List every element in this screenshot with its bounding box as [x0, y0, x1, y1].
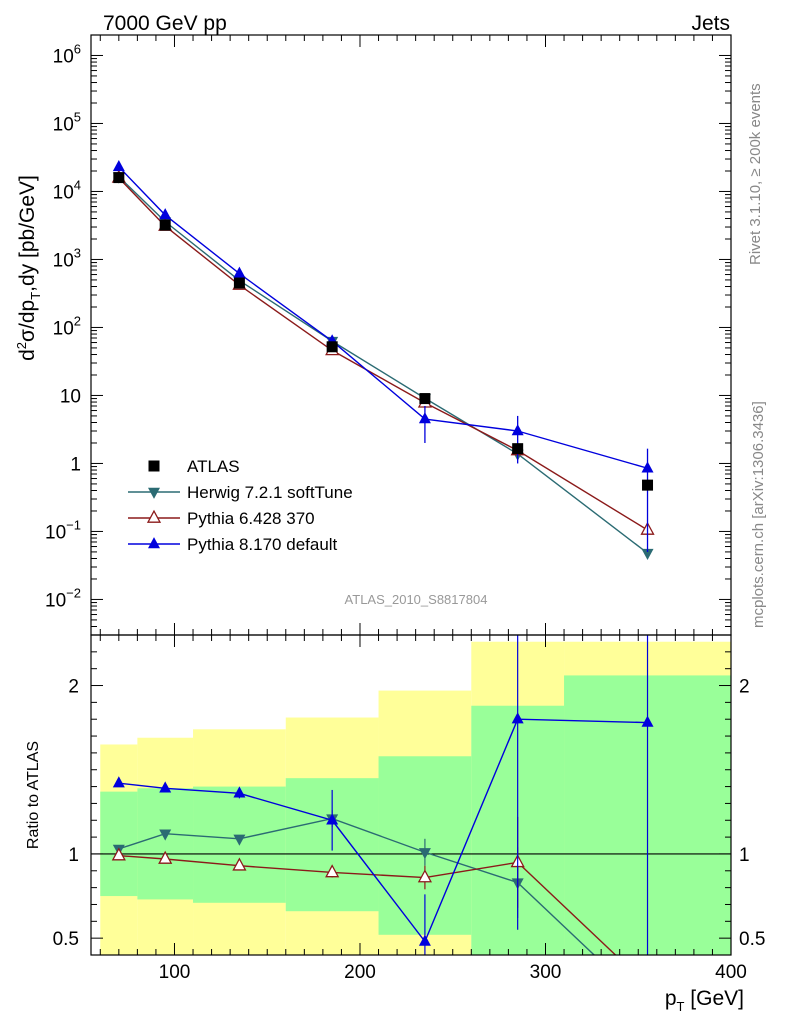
ratio-tick-label-right: 2	[739, 677, 750, 698]
y-tick-label: 103	[53, 245, 81, 271]
data-point	[112, 159, 125, 172]
legend-label: Pythia 8.170 default	[187, 535, 338, 554]
ratio-tick-label-left: 2	[68, 677, 79, 698]
legend-item: Pythia 8.170 default	[128, 535, 338, 554]
inner-band	[137, 788, 194, 900]
ratio-series-clipped	[111, 635, 654, 955]
data-point	[233, 277, 245, 289]
ratio-plot-frame	[90, 634, 732, 956]
data-point	[113, 172, 125, 184]
ratio-axes: 0.5 0.5 1 1 2 2 100 200 300 400	[53, 634, 765, 983]
series-atlas	[113, 172, 654, 491]
ratio-y-axis-title: Ratio to ATLAS	[25, 741, 42, 849]
ratio-point	[233, 786, 246, 798]
ratio-point	[325, 864, 340, 878]
y-tick-label: 106	[53, 41, 81, 67]
legend-marker	[148, 460, 160, 472]
data-point	[418, 412, 431, 424]
ratio-tick-label-left: 1	[68, 845, 79, 866]
ratio-point	[112, 776, 125, 788]
data-point	[512, 443, 524, 455]
legend-item: Pythia 6.428 370	[128, 509, 315, 528]
x-tick-label: 200	[344, 962, 376, 983]
ratio-series-layer	[91, 635, 731, 955]
ratio-point	[111, 847, 126, 861]
legend-item: ATLAS	[148, 457, 240, 476]
y-tick-label: 104	[53, 177, 81, 203]
ratio-tick-label-right: 1	[739, 845, 750, 866]
legend-marker	[148, 487, 160, 499]
legend-item: Herwig 7.2.1 softTune	[128, 483, 353, 502]
data-point	[641, 548, 654, 561]
legend-label: Pythia 6.428 370	[187, 509, 315, 528]
y-tick-label: 1	[70, 454, 81, 475]
y-tick-label: 10−2	[45, 585, 81, 611]
y-tick-label: 105	[53, 109, 81, 135]
analysis-id: ATLAS_2010_S8817804	[345, 592, 488, 607]
header-right: Jets	[691, 12, 730, 35]
inner-band	[100, 791, 138, 897]
data-point	[641, 461, 654, 473]
legend-marker	[146, 509, 162, 523]
main-y-axis-title: d2σ/dpT,dy [pb/GeV]	[14, 175, 43, 361]
ratio-point	[418, 848, 431, 860]
ratio-point	[417, 869, 433, 883]
x-tick-label: 100	[159, 962, 191, 983]
ratio-tick-label-left: 0.5	[53, 929, 79, 950]
data-point	[159, 219, 171, 231]
ratio-point	[232, 857, 247, 871]
data-point	[233, 266, 246, 278]
ratio-point	[641, 715, 654, 727]
ratio-point	[418, 934, 431, 946]
legend-label: ATLAS	[187, 457, 240, 476]
data-point	[511, 424, 524, 436]
legend-label: Herwig 7.2.1 softTune	[187, 483, 353, 502]
main-series-layer	[111, 159, 655, 561]
ratio-point	[159, 781, 172, 793]
ratio-point	[158, 850, 173, 864]
y-tick-label: 10	[60, 386, 81, 407]
rivet-label: Rivet 3.1.10, ≥ 200k events	[747, 83, 764, 265]
data-point	[326, 341, 338, 353]
ratio-point	[233, 834, 246, 846]
ratio-point	[511, 712, 524, 724]
ratio-series-pythia-8-170-default	[112, 635, 654, 955]
legend-marker	[148, 537, 160, 549]
data-point	[159, 208, 172, 220]
ratio-plot: 0.5 0.5 1 1 2 2 100 200 300 400	[53, 634, 765, 983]
legend: ATLAS Herwig 7.2.1 softTune Pythia 6.428 3…	[128, 457, 353, 554]
y-tick-label: 10−1	[45, 517, 81, 543]
x-tick-label: 400	[715, 962, 747, 983]
mcplots-label: mcplots.cern.ch [arXiv:1306.3436]	[750, 401, 767, 628]
data-point	[419, 393, 431, 405]
y-tick-label: 102	[53, 313, 81, 339]
ratio-tick-label-right: 0.5	[739, 929, 765, 950]
ratio-point	[159, 829, 172, 841]
header-left: 7000 GeV pp	[103, 12, 227, 35]
data-point	[642, 479, 654, 491]
x-tick-label: 300	[530, 962, 562, 983]
ratio-point	[326, 813, 339, 825]
